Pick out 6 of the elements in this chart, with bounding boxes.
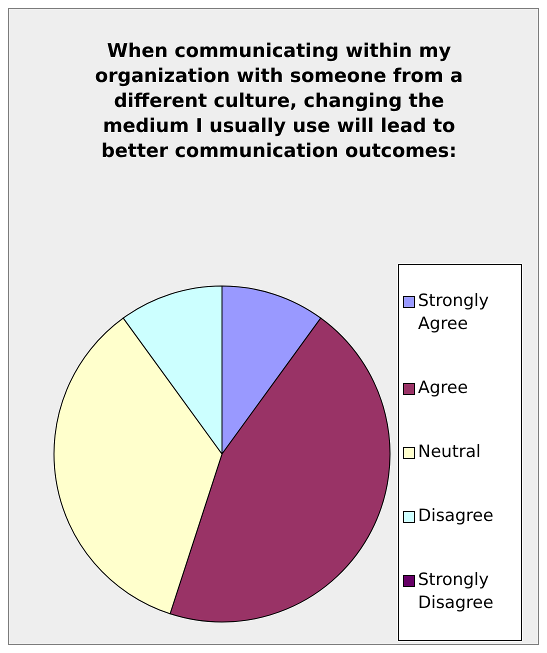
legend-label: Disagree xyxy=(418,505,494,528)
chart-title: When communicating within my organization with someone from a different culture, changing the medium I usually use will lead to better communication outcomes: xyxy=(94,39,464,164)
legend-label: Strongly Agree xyxy=(418,290,490,336)
legend-label: Neutral xyxy=(418,440,481,464)
legend-label: Strongly Disagree xyxy=(418,569,494,616)
legend-label: Agree xyxy=(418,376,468,400)
